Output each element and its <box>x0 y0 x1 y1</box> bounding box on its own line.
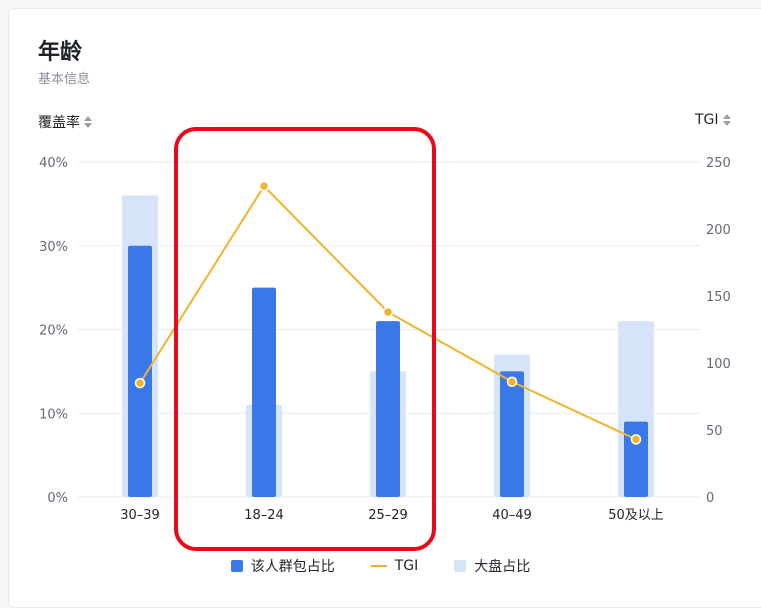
y-tick-label-left: 20% <box>39 324 68 339</box>
y-tick-label-right: 0 <box>706 491 714 506</box>
x-tick-label: 30–39 <box>120 508 160 523</box>
y-tick-label-right: 250 <box>706 156 731 171</box>
right-axis-sort-control[interactable]: TGI <box>695 112 731 128</box>
tgi-point <box>134 377 146 389</box>
tgi-point <box>506 376 518 388</box>
page-title: 年龄 <box>38 40 83 65</box>
legend-label: 该人群包占比 <box>250 559 335 575</box>
sort-icon[interactable] <box>84 116 92 128</box>
y-tick-label-left: 30% <box>39 240 68 255</box>
x-tick-label: 40–49 <box>492 508 532 523</box>
legend-swatch <box>230 560 243 572</box>
legend-swatch <box>370 565 387 567</box>
left-axis-sort-control[interactable]: 覆盖率 <box>38 112 92 132</box>
page-subtitle: 基本信息 <box>38 72 91 87</box>
legend-item-market[interactable]: 大盘占比 <box>454 556 530 576</box>
y-tick-label-right: 200 <box>706 223 731 238</box>
legend-swatch <box>454 560 467 572</box>
x-tick-label: 25–29 <box>368 508 408 523</box>
x-tick-label: 50及以上 <box>608 508 664 523</box>
legend-item-tgi[interactable]: TGI <box>370 556 419 576</box>
bar-segment <box>252 287 276 497</box>
sort-icon[interactable] <box>722 114 731 126</box>
y-tick-label-right: 150 <box>706 290 731 305</box>
y-tick-label-right: 50 <box>706 424 723 439</box>
right-axis-title: TGI <box>695 112 719 128</box>
legend: 该人群包占比 TGI 大盘占比 <box>0 556 761 576</box>
y-tick-label-left: 40% <box>39 156 68 171</box>
legend-label: 大盘占比 <box>474 559 531 575</box>
legend-item-segment[interactable]: 该人群包占比 <box>230 556 335 576</box>
legend-label: TGI <box>394 558 419 574</box>
bar-segment <box>500 371 524 497</box>
tgi-point <box>630 434 642 445</box>
y-tick-label-left: 0% <box>47 491 68 506</box>
y-tick-label-right: 100 <box>706 357 731 372</box>
y-tick-label-left: 10% <box>39 407 68 422</box>
bar-segment <box>376 321 400 497</box>
tgi-point <box>258 180 270 192</box>
bar-segment <box>624 421 648 497</box>
tgi-point <box>382 306 394 318</box>
left-axis-title: 覆盖率 <box>38 115 80 131</box>
x-tick-label: 18–24 <box>244 508 284 523</box>
bar-segment <box>128 245 152 497</box>
highlight-box <box>174 127 436 551</box>
